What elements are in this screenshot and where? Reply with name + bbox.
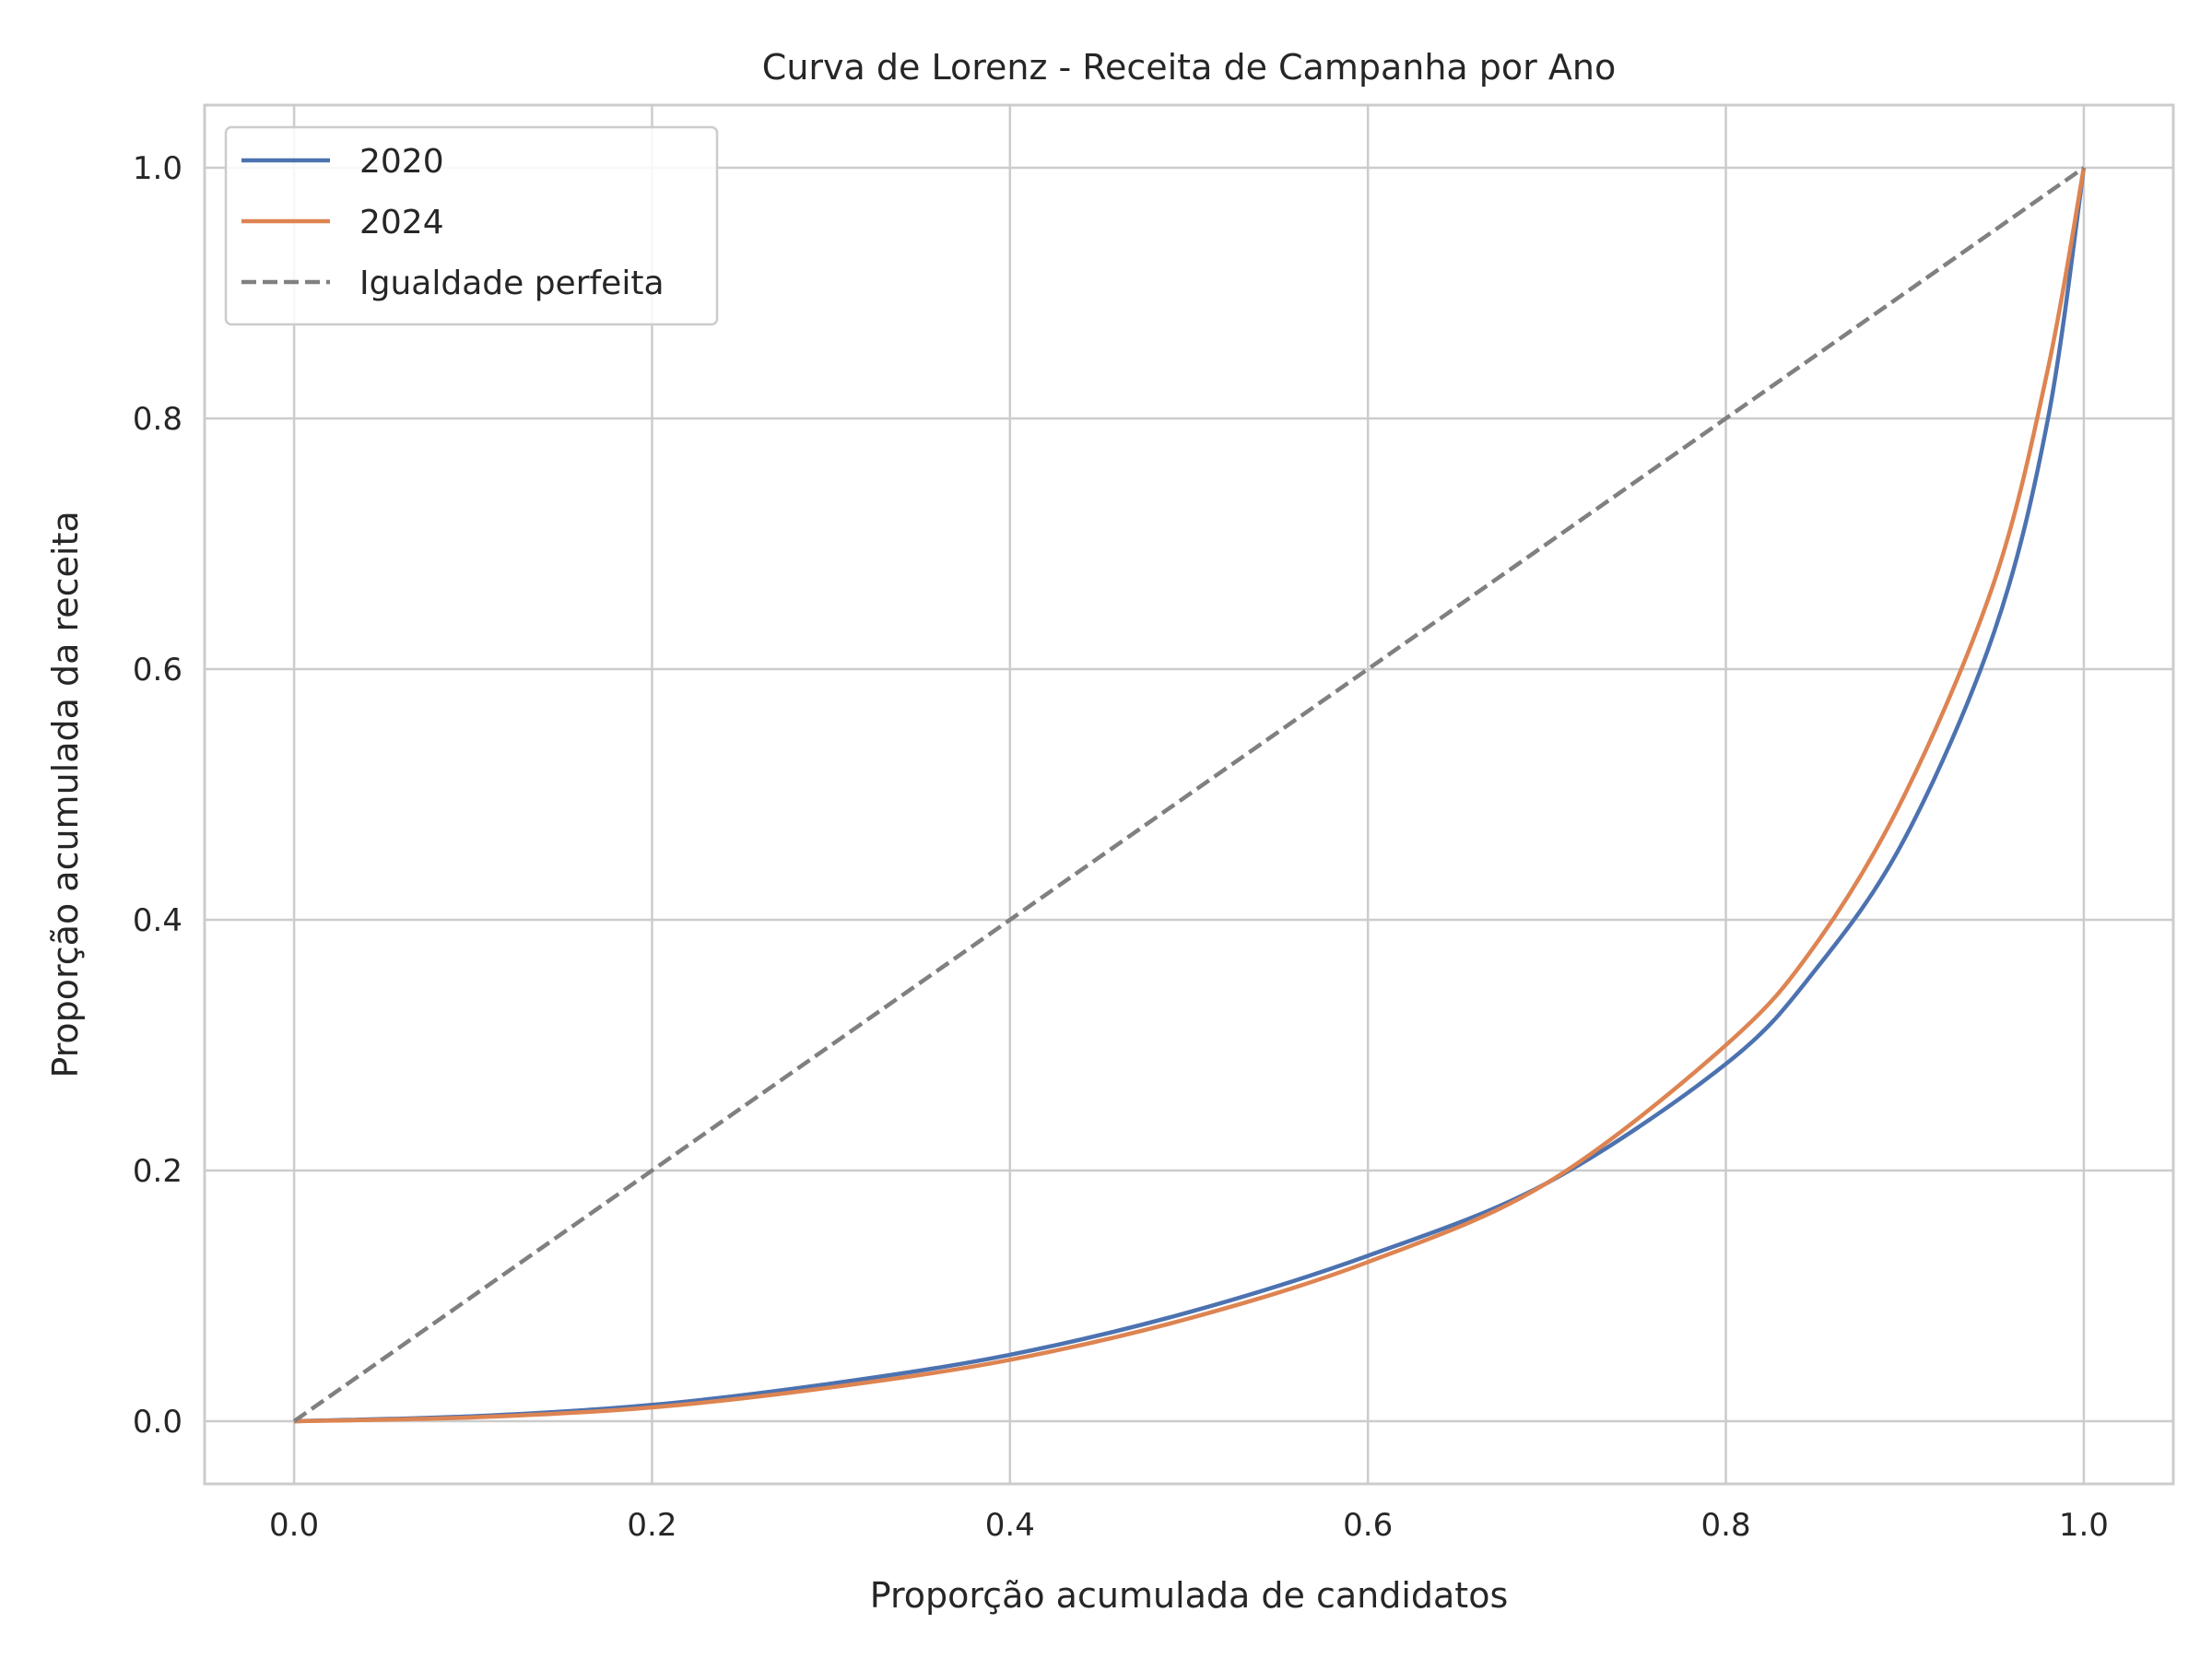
legend-label: Igualdade perfeita — [359, 265, 665, 302]
x-tick-label: 0.4 — [985, 1507, 1035, 1544]
y-tick-label: 0.2 — [133, 1153, 182, 1190]
series-line-2024 — [294, 167, 2087, 1424]
legend-label: 2024 — [359, 204, 444, 241]
y-axis-label: Proporção acumulada da receita — [45, 511, 86, 1077]
y-tick-label: 0.6 — [133, 652, 182, 688]
x-tick-label: 0.6 — [1343, 1507, 1393, 1544]
plot-series — [292, 166, 2087, 1424]
series-line-2020 — [294, 167, 2087, 1424]
legend: 2020 2024 Igualdade perfeita — [224, 125, 719, 326]
x-tick-label: 0.0 — [269, 1507, 319, 1544]
y-tick-label: 0.0 — [133, 1404, 182, 1441]
series-line-igualdade-perfeita — [292, 166, 2086, 1423]
x-tick-label: 0.2 — [627, 1507, 677, 1544]
y-tick-label: 1.0 — [133, 150, 182, 187]
grid — [205, 105, 2173, 1484]
chart-title: Curva de Lorenz - Receita de Campanha po… — [762, 47, 1616, 88]
plot-frame — [203, 103, 2175, 1486]
y-tick-label: 0.4 — [133, 902, 182, 939]
legend-label: 2020 — [359, 143, 444, 181]
tick-labels: 0.0 0.2 0.4 0.6 0.8 1.0 0.0 0.2 0.4 0.6 0.8 1.0 — [133, 150, 2109, 1544]
x-tick-label: 0.8 — [1701, 1507, 1751, 1544]
x-tick-label: 1.0 — [2059, 1507, 2109, 1544]
legend-box — [224, 125, 719, 326]
x-axis-label: Proporção acumulada de candidatos — [870, 1575, 1509, 1616]
y-tick-label: 0.8 — [133, 401, 182, 438]
